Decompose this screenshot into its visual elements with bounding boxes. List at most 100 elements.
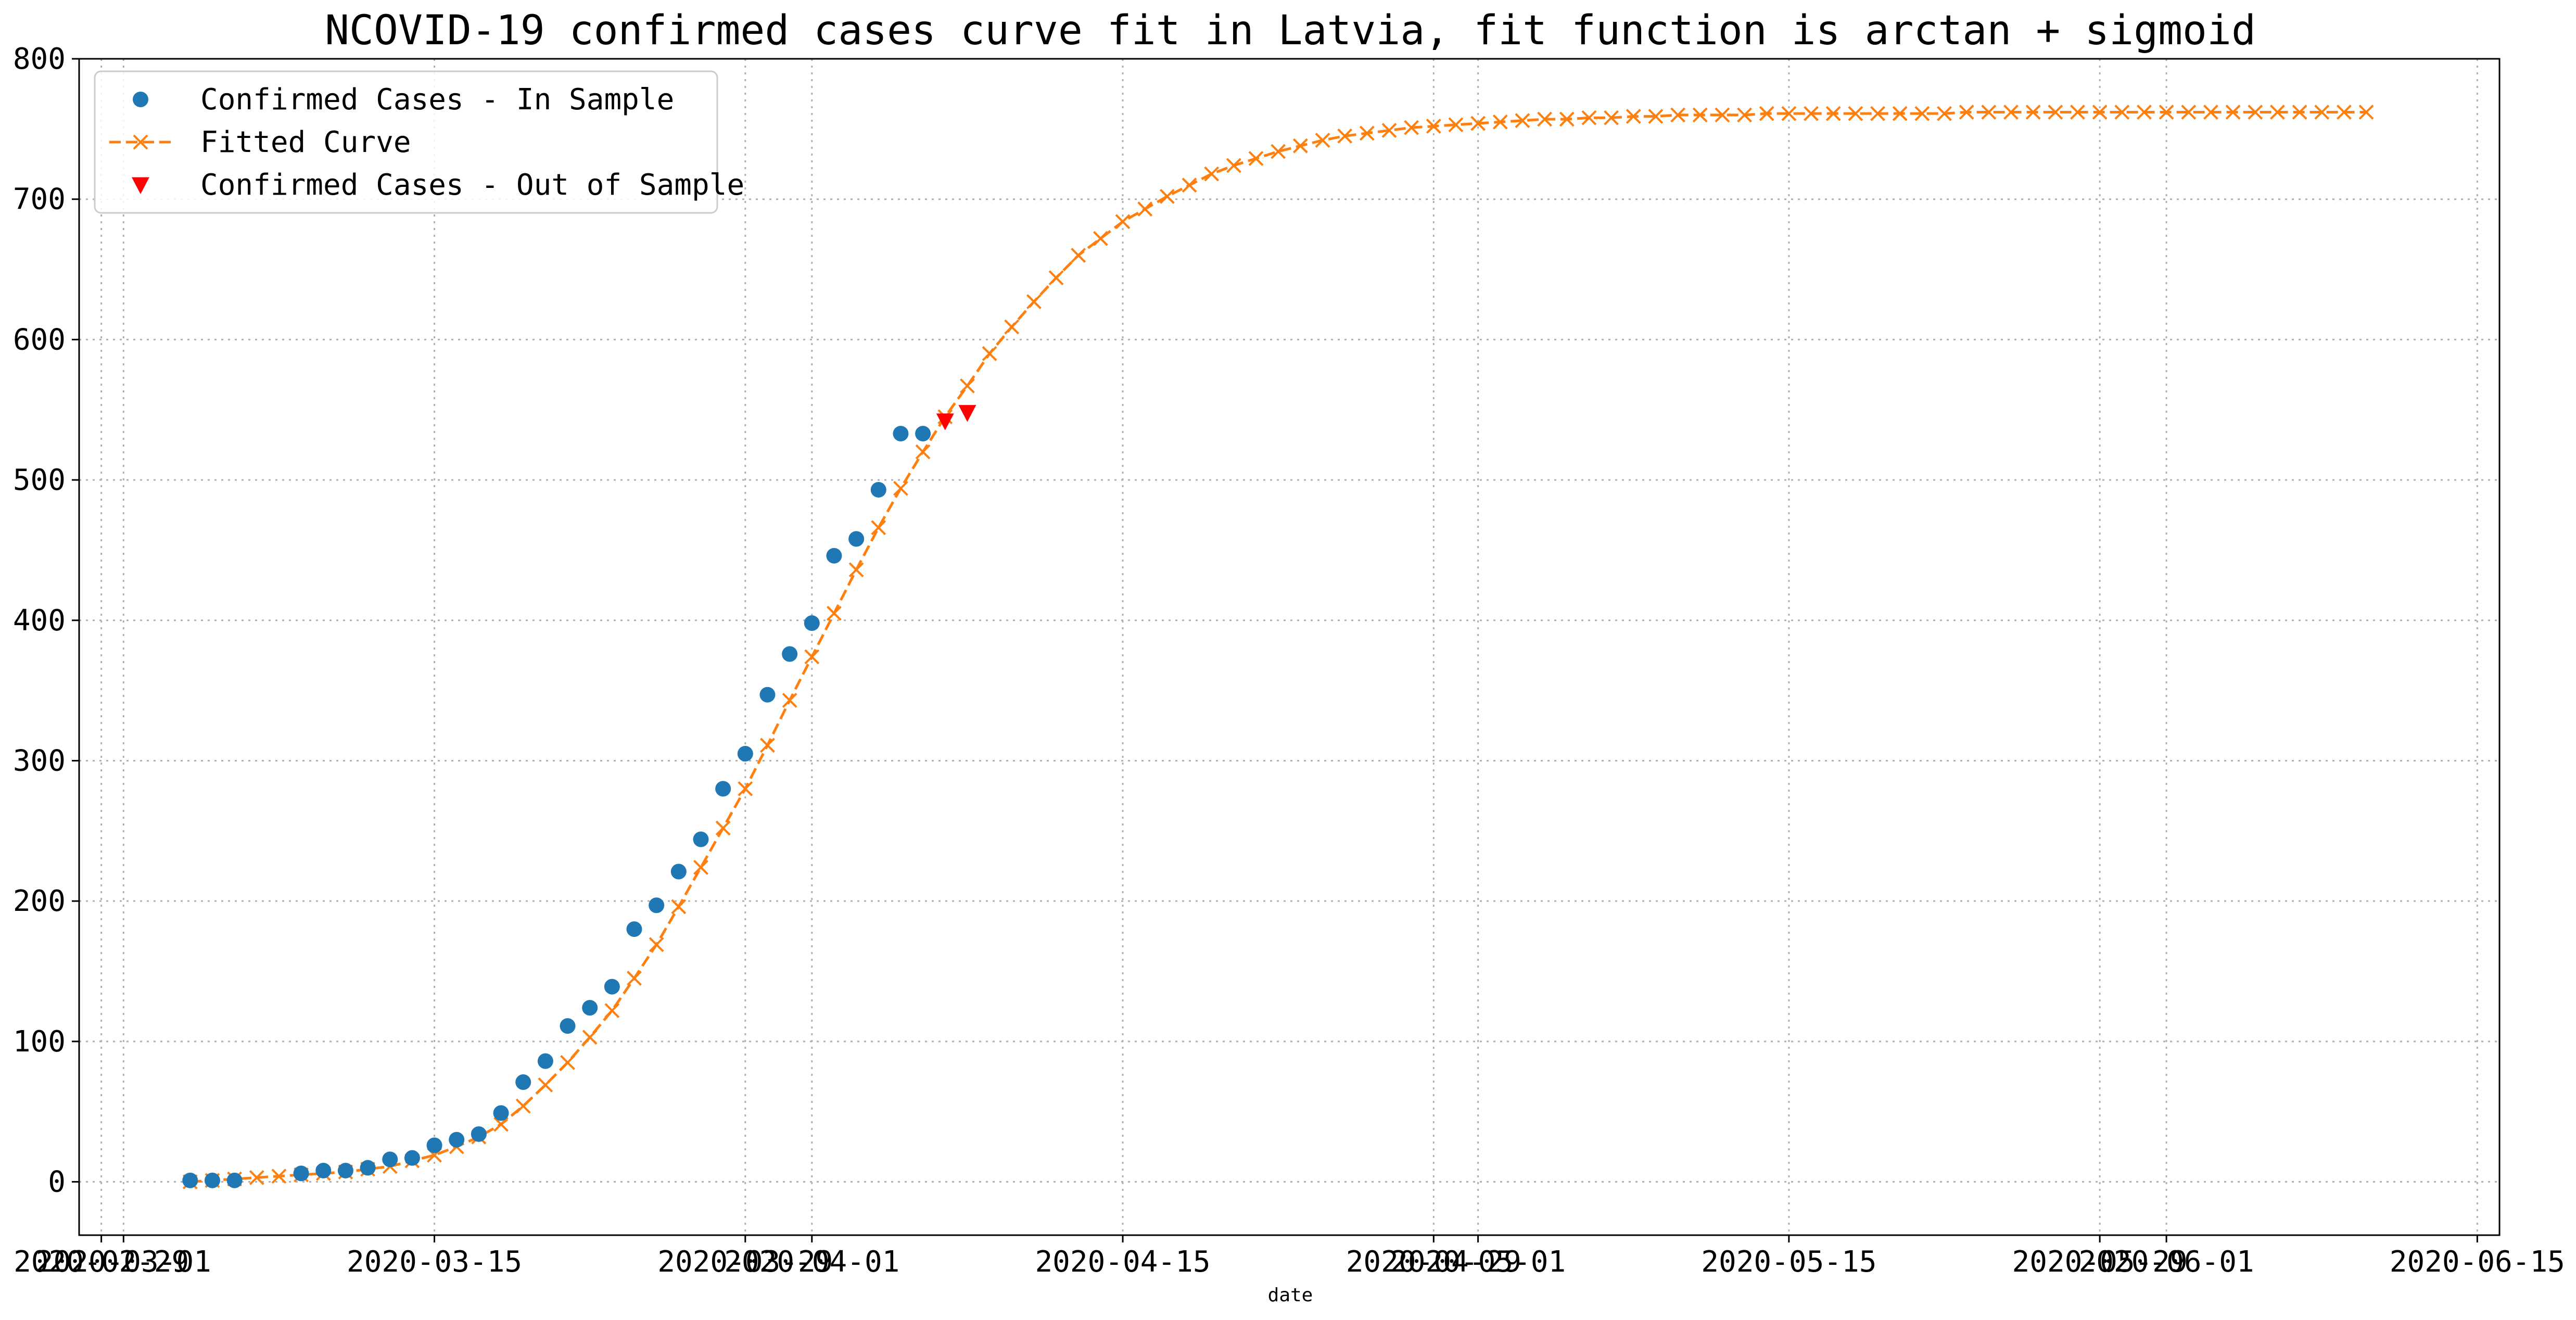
fitted-curve-marker bbox=[1292, 138, 1308, 154]
fitted-curve-marker bbox=[1404, 120, 1419, 135]
fitted-curve-marker bbox=[1137, 201, 1153, 217]
legend-label: Confirmed Cases - Out of Sample bbox=[200, 168, 744, 202]
axes-frame bbox=[78, 58, 2501, 1236]
fitted-curve-marker bbox=[1470, 116, 1486, 131]
fitted-curve-marker bbox=[693, 859, 708, 875]
fitted-curve-marker bbox=[2092, 105, 2108, 120]
fitted-curve-marker bbox=[249, 1170, 264, 1185]
fitted-curve-marker bbox=[1870, 106, 1885, 121]
fitted-curve-marker bbox=[2269, 105, 2285, 120]
y-tick-label: 0 bbox=[48, 1165, 66, 1199]
out-of-sample-series bbox=[936, 405, 976, 430]
fitted-curve-marker bbox=[2137, 105, 2152, 120]
fitted-curve-marker bbox=[2292, 105, 2307, 120]
fitted-curve-marker bbox=[2159, 105, 2174, 120]
fitted-curve-marker bbox=[1337, 128, 1353, 144]
in-sample-point bbox=[426, 1137, 442, 1153]
legend-circle-marker bbox=[133, 92, 148, 107]
in-sample-point bbox=[759, 687, 776, 703]
in-sample-point bbox=[493, 1105, 509, 1121]
in-sample-point bbox=[471, 1126, 487, 1142]
out-of-sample-point bbox=[958, 405, 976, 422]
fitted-curve-marker bbox=[1537, 111, 1553, 127]
fitted-curve-marker bbox=[649, 937, 664, 953]
fitted-curve-marker bbox=[271, 1169, 287, 1184]
fitted-curve-marker bbox=[1093, 231, 1108, 246]
fitted-curve-marker bbox=[960, 378, 975, 394]
x-tick-label: 2020-03-01 bbox=[36, 1245, 211, 1279]
fitted-curve-marker bbox=[1604, 110, 1619, 125]
fitted-curve-marker bbox=[715, 820, 731, 836]
fitted-curve-marker bbox=[2336, 105, 2352, 120]
fitted-curve-marker bbox=[1492, 114, 1508, 130]
in-sample-point bbox=[848, 531, 865, 547]
fitted-curve-marker bbox=[1848, 106, 1863, 121]
in-sample-point bbox=[915, 426, 931, 442]
in-sample-point bbox=[893, 426, 909, 442]
in-sample-point bbox=[226, 1172, 243, 1188]
fitted-curve-marker bbox=[1048, 270, 1064, 286]
x-tick-label: 2020-03-15 bbox=[347, 1245, 522, 1279]
fitted-curve-marker bbox=[1182, 177, 1197, 193]
fitted-curve-marker bbox=[1515, 113, 1530, 129]
fitted-curve-marker bbox=[1359, 125, 1375, 141]
in-sample-point bbox=[382, 1151, 398, 1167]
in-sample-point bbox=[582, 1000, 598, 1016]
fitted-curve-marker bbox=[1448, 117, 1464, 133]
fitted-curve-marker bbox=[1204, 166, 1220, 182]
out-of-sample-point bbox=[936, 413, 954, 430]
chart-title: NCOVID-19 confirmed cases curve fit in L… bbox=[325, 7, 2256, 54]
fitted-curve-marker bbox=[2225, 105, 2241, 120]
legend-x-marker bbox=[133, 134, 148, 150]
x-axis-label: date bbox=[1268, 1285, 1313, 1306]
fitted-curve-marker bbox=[1426, 119, 1441, 134]
fitted-curve-marker bbox=[2114, 105, 2130, 120]
legend-label: Confirmed Cases - In Sample bbox=[200, 83, 674, 117]
y-tick-label: 700 bbox=[13, 183, 66, 217]
fitted-curve-marker bbox=[1226, 158, 1241, 173]
y-tick-label: 800 bbox=[13, 42, 66, 76]
fitted-curve-marker bbox=[738, 781, 753, 796]
in-sample-point bbox=[293, 1165, 309, 1182]
fitted-curve-marker bbox=[848, 562, 864, 578]
fitted-curve-marker bbox=[1381, 123, 1397, 138]
fitted-curve-marker bbox=[1937, 106, 1952, 121]
in-sample-point bbox=[693, 831, 709, 847]
x-tick-label: 2020-02-29 bbox=[14, 1245, 189, 1279]
in-sample-point bbox=[560, 1018, 576, 1034]
y-tick-label: 100 bbox=[13, 1025, 66, 1059]
y-tick-label: 300 bbox=[13, 744, 66, 778]
fitted-curve-marker bbox=[1825, 106, 1841, 121]
fitted-curve-marker bbox=[671, 899, 687, 915]
in-sample-point bbox=[537, 1053, 553, 1069]
fitted-curve-marker bbox=[1914, 106, 1930, 121]
in-sample-point bbox=[649, 897, 665, 913]
fitted-curve-marker bbox=[2248, 105, 2263, 120]
in-sample-point bbox=[737, 745, 753, 761]
fitted-curve-marker bbox=[2181, 105, 2197, 120]
in-sample-point bbox=[360, 1160, 376, 1176]
fitted-curve-marker bbox=[804, 649, 820, 665]
fitted-curve-marker bbox=[2314, 105, 2330, 120]
x-tick-label: 2020-04-15 bbox=[1035, 1245, 1210, 1279]
fitted-curve-marker bbox=[893, 480, 908, 496]
fitted-curve-marker bbox=[982, 346, 997, 361]
fitted-curve-marker bbox=[1271, 144, 1286, 159]
fitted-curve-marker bbox=[915, 444, 931, 460]
in-sample-point bbox=[515, 1074, 531, 1090]
fitted-curve-marker bbox=[1737, 107, 1752, 123]
in-sample-point bbox=[626, 921, 642, 937]
fitted-curve-marker bbox=[1071, 248, 1086, 263]
fitted-curve-marker bbox=[2025, 105, 2041, 120]
y-axis: 0 100 200 300 400 500 600 700 800 bbox=[13, 42, 79, 1199]
legend-label: Fitted Curve bbox=[200, 125, 411, 159]
fitted-curve-marker bbox=[1981, 105, 1997, 120]
y-tick-label: 400 bbox=[13, 604, 66, 638]
in-sample-point bbox=[715, 781, 731, 797]
fitted-curve-marker bbox=[1692, 107, 1708, 123]
fitted-curve-marker bbox=[627, 971, 642, 986]
fitted-curve-marker bbox=[1248, 151, 1264, 166]
fitted-curve-marker bbox=[760, 738, 775, 753]
fitted-curve-marker bbox=[1781, 106, 1797, 121]
